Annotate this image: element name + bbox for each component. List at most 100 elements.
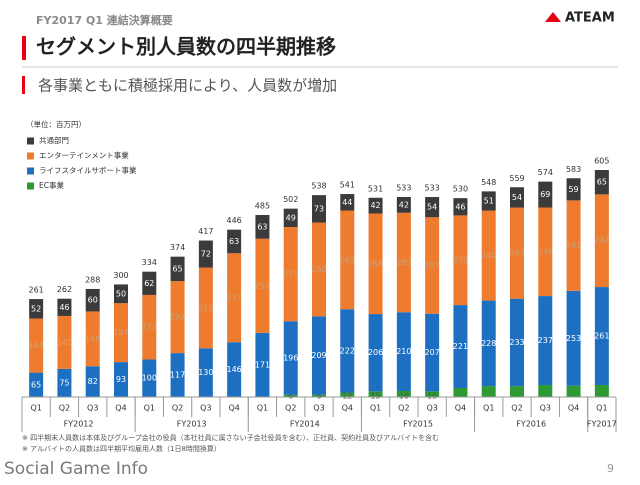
bar-segment: [142, 294, 157, 360]
data-label: 63: [229, 237, 239, 246]
legend-label: 共通部門: [39, 135, 69, 145]
bar-segment: [312, 222, 326, 317]
bar-segment: [594, 194, 609, 288]
data-label: 72: [201, 250, 211, 259]
bar-segment: [453, 387, 468, 397]
group-label: FY2012: [64, 420, 94, 429]
data-label: 251: [255, 281, 270, 290]
bar-segment: [396, 390, 411, 397]
data-label: 6: [316, 392, 321, 401]
page-number: 9: [607, 462, 614, 475]
bar-segment: [114, 303, 128, 363]
x-tick-label: Q4: [455, 404, 466, 413]
bar-segment: [312, 394, 326, 397]
data-label: 210: [396, 347, 411, 356]
total-label: 530: [453, 185, 468, 194]
data-label: 228: [481, 339, 496, 348]
data-label: 29: [484, 387, 494, 396]
data-label: 117: [170, 371, 185, 380]
data-label: 236: [538, 247, 553, 256]
data-label: 24: [455, 388, 465, 397]
data-label: 247: [594, 236, 609, 245]
bar-segment: [170, 281, 185, 354]
group-label: FY2015: [403, 420, 433, 429]
group-label: FY2014: [290, 420, 320, 429]
bar-segment: [29, 372, 44, 397]
bar-segment: [29, 318, 44, 373]
bar-segment: [510, 298, 524, 387]
legend-swatch: [27, 137, 34, 145]
data-label: 62: [144, 279, 154, 288]
data-label: 250: [311, 265, 326, 274]
total-label: 531: [368, 184, 383, 193]
bar-segment: [481, 386, 496, 397]
total-label: 502: [283, 195, 298, 204]
data-label: 63: [257, 222, 267, 231]
bar-segment: [255, 215, 270, 239]
data-label: 251: [283, 270, 298, 279]
bar-segment: [368, 314, 383, 392]
data-label: 146: [227, 365, 242, 374]
bar-segment: [283, 227, 298, 322]
data-label: 16: [399, 392, 409, 401]
bar-segment: [396, 197, 411, 213]
bar-segment: [227, 229, 242, 254]
x-tick-label: Q1: [144, 404, 155, 413]
data-label: 207: [425, 348, 440, 357]
data-label: 93: [116, 375, 126, 384]
bar-segment: [453, 198, 468, 216]
bar-segment: [566, 290, 581, 386]
legend-swatch: [27, 167, 34, 175]
bar-segment: [283, 394, 298, 397]
data-label: 12: [342, 392, 352, 401]
subtitle-bar: [22, 76, 25, 94]
data-label: 30: [568, 387, 578, 396]
bar-segment: [85, 288, 100, 312]
bar-segment: [396, 312, 411, 391]
data-label: 261: [594, 332, 609, 341]
total-label: 574: [538, 168, 553, 177]
bar-segment: [142, 359, 157, 397]
data-label: 253: [566, 334, 581, 343]
total-label: 583: [566, 165, 581, 174]
data-label: 52: [31, 304, 41, 313]
data-label: 51: [484, 196, 494, 205]
bar-segment: [453, 305, 468, 388]
data-label: 82: [88, 377, 98, 386]
bar-segment: [198, 240, 213, 268]
bar-segment: [255, 238, 270, 333]
data-label: 243: [509, 249, 524, 258]
data-label: 172: [142, 323, 157, 332]
bar-segment: [312, 316, 326, 395]
x-tick-label: Q2: [285, 404, 296, 413]
data-label: 59: [568, 185, 578, 194]
data-label: 29: [512, 387, 522, 396]
bar-segment: [198, 348, 213, 397]
data-label: 65: [172, 264, 182, 273]
data-label: 65: [31, 380, 41, 389]
logo: ATEAM: [565, 11, 615, 26]
x-tick-label: Q4: [115, 404, 126, 413]
data-label: 141: [57, 338, 72, 347]
data-label: 6: [288, 392, 293, 401]
total-label: 417: [198, 227, 213, 236]
unit-note: （単位：百万円）: [26, 119, 86, 129]
x-tick-label: Q2: [59, 404, 70, 413]
data-label: 130: [198, 368, 213, 377]
total-label: 485: [255, 202, 270, 211]
bar-segment: [142, 271, 157, 295]
bar-segment: [453, 215, 468, 306]
bar-segment: [538, 181, 553, 208]
bar-segment: [312, 195, 326, 223]
data-label: 257: [425, 261, 440, 270]
bar-segment: [396, 212, 411, 313]
total-label: 374: [170, 243, 185, 252]
data-label: 146: [85, 334, 100, 343]
data-label: 192: [170, 313, 185, 322]
bar-segment: [170, 353, 185, 397]
bar-segment: [368, 391, 383, 397]
total-label: 288: [85, 275, 100, 284]
data-label: 239: [453, 256, 468, 265]
footnote: ※ 四半期末人員数は本体及びグループ会社の役員（本社社員に属さない子会社役員を含…: [22, 433, 439, 442]
data-label: 100: [142, 374, 157, 383]
